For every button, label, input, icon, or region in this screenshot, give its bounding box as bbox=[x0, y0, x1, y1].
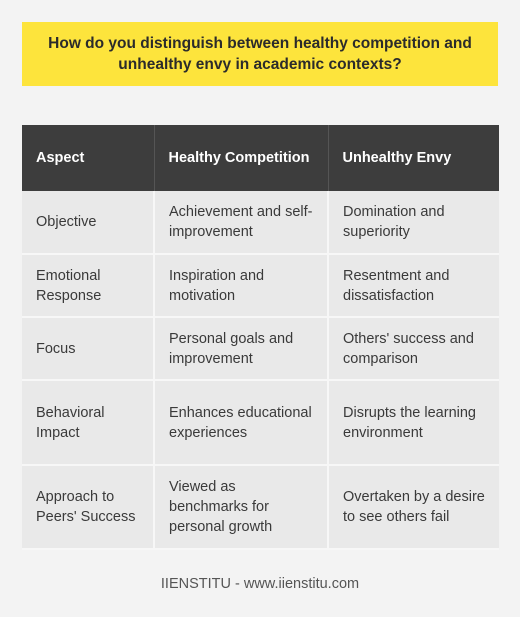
table-row: Focus Personal goals and improvement Oth… bbox=[22, 317, 499, 381]
cell-aspect: Behavioral Impact bbox=[22, 380, 155, 466]
cell-healthy: Viewed as benchmarks for personal growth bbox=[154, 465, 329, 550]
header-unhealthy-envy: Unhealthy Envy bbox=[342, 149, 452, 166]
cell-unhealthy: Domination and superiority bbox=[328, 191, 499, 255]
cell-unhealthy: Resentment and dissatisfaction bbox=[328, 254, 499, 318]
cell-unhealthy: Others' success and comparison bbox=[328, 317, 499, 381]
header-healthy-competition: Healthy Competition bbox=[154, 125, 329, 191]
comparison-table: Aspect Healthy Competition Unhealthy Env… bbox=[22, 125, 499, 550]
cell-healthy: Personal goals and improvement bbox=[154, 317, 329, 381]
cell-healthy: Enhances educational experiences bbox=[154, 380, 329, 466]
table-row: Behavioral Impact Enhances educational e… bbox=[22, 380, 499, 466]
cell-aspect: Focus bbox=[22, 317, 155, 381]
footer-credit: IIENSTITU - www.iienstitu.com bbox=[160, 576, 360, 592]
header-aspect: Aspect bbox=[22, 125, 155, 191]
cell-unhealthy: Disrupts the learning environment bbox=[328, 380, 499, 466]
cell-aspect: Emotional Response bbox=[22, 254, 155, 318]
cell-unhealthy: Overtaken by a desire to see others fail bbox=[328, 465, 499, 550]
cell-healthy: Achievement and self-improvement bbox=[154, 191, 329, 255]
table-header-row: Aspect Healthy Competition Unhealthy Env… bbox=[22, 125, 499, 191]
table-row: Approach to Peers' Success Viewed as ben… bbox=[22, 465, 499, 550]
comparison-table-container: Aspect Healthy Competition Unhealthy Env… bbox=[22, 125, 499, 550]
cell-aspect: Objective bbox=[22, 191, 155, 255]
cell-healthy: Inspiration and motivation bbox=[154, 254, 329, 318]
question-banner: How do you distinguish between healthy c… bbox=[22, 22, 498, 86]
question-text: How do you distinguish between healthy c… bbox=[48, 35, 472, 73]
table-row: Objective Achievement and self-improveme… bbox=[22, 191, 499, 255]
cell-aspect: Approach to Peers' Success bbox=[22, 465, 155, 550]
table-row: Emotional Response Inspiration and motiv… bbox=[22, 254, 499, 318]
